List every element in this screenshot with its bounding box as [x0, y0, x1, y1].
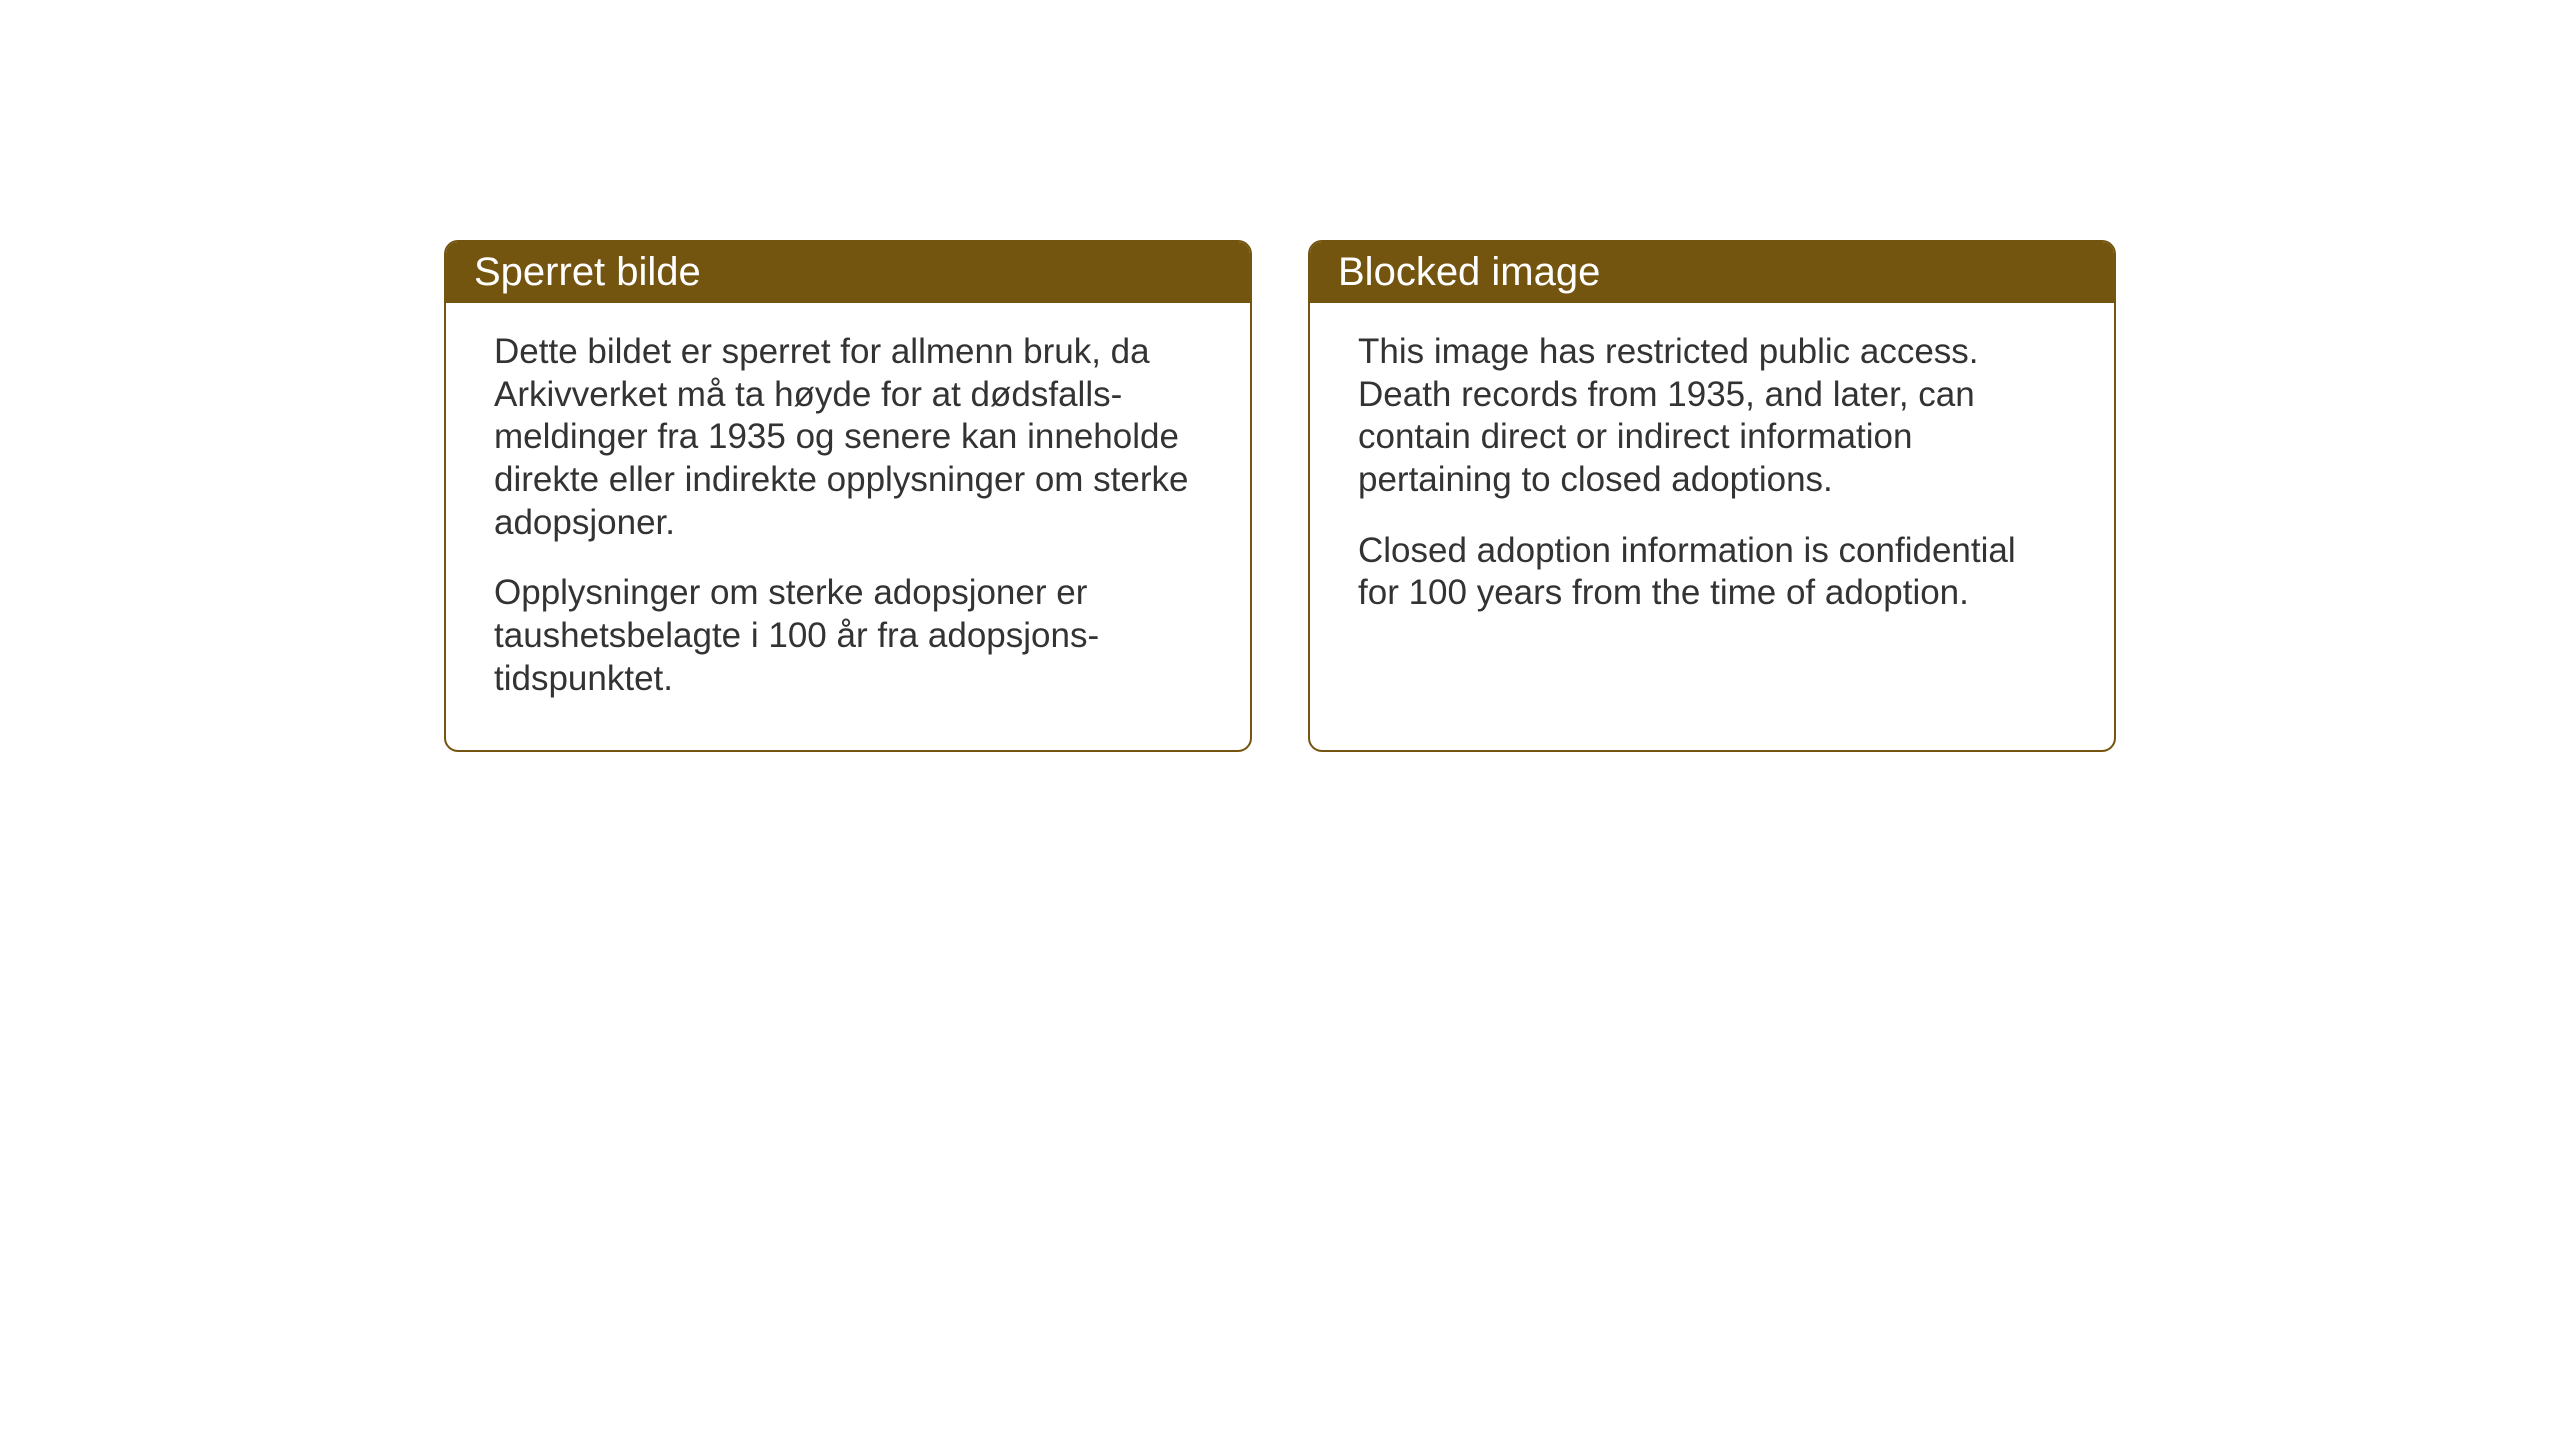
english-paragraph-1: This image has restricted public access.… — [1358, 331, 2066, 502]
norwegian-notice-title: Sperret bilde — [446, 242, 1250, 303]
norwegian-paragraph-2: Opplysninger om sterke adopsjoner er tau… — [494, 572, 1202, 700]
english-notice-body: This image has restricted public access.… — [1310, 303, 2114, 655]
english-notice-title: Blocked image — [1310, 242, 2114, 303]
norwegian-paragraph-1: Dette bildet er sperret for allmenn bruk… — [494, 331, 1202, 544]
norwegian-notice-card: Sperret bilde Dette bildet er sperret fo… — [444, 240, 1252, 752]
notice-container: Sperret bilde Dette bildet er sperret fo… — [444, 240, 2116, 752]
english-notice-card: Blocked image This image has restricted … — [1308, 240, 2116, 752]
norwegian-notice-body: Dette bildet er sperret for allmenn bruk… — [446, 303, 1250, 741]
english-paragraph-2: Closed adoption information is confident… — [1358, 530, 2066, 615]
